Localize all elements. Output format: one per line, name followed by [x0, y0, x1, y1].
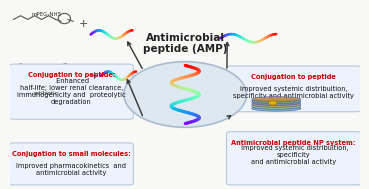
Text: Improved systemic distribuition,
specificity and antimicrobial activity: Improved systemic distribuition, specifi…: [233, 80, 354, 99]
Circle shape: [269, 101, 277, 105]
Text: +: +: [79, 19, 88, 29]
Text: Antimicrobial
peptide (AMP): Antimicrobial peptide (AMP): [143, 33, 227, 54]
Text: +: +: [89, 71, 99, 81]
Ellipse shape: [252, 97, 301, 102]
Text: mPEG-NHS: mPEG-NHS: [31, 12, 61, 17]
Text: Improved pharmacokinetics  and
antimicrobial activity: Improved pharmacokinetics and antimicrob…: [16, 156, 126, 176]
Text: Conjugation to peptide:: Conjugation to peptide:: [28, 72, 115, 78]
Text: Conjugation to peptide: Conjugation to peptide: [251, 74, 336, 80]
FancyBboxPatch shape: [9, 64, 133, 119]
Ellipse shape: [252, 98, 301, 104]
Ellipse shape: [252, 100, 301, 105]
Text: Improved systemic distribuition,
specificity
and antimicrobial activity: Improved systemic distribuition, specifi…: [239, 145, 349, 165]
Ellipse shape: [252, 106, 301, 111]
FancyBboxPatch shape: [9, 143, 133, 185]
Text: Antimicrobial peptide NP system:: Antimicrobial peptide NP system:: [231, 139, 356, 146]
Ellipse shape: [252, 102, 301, 107]
Text: Conjugation to small molecules:: Conjugation to small molecules:: [12, 151, 131, 157]
Ellipse shape: [252, 104, 301, 109]
Text: antibiotic: antibiotic: [32, 91, 58, 96]
Circle shape: [124, 62, 246, 127]
Text: Enhanced
half-life; lower renal clearance,
immunogenicity and  proteolytic
degra: Enhanced half-life; lower renal clearanc…: [17, 78, 126, 105]
FancyBboxPatch shape: [227, 66, 361, 112]
FancyBboxPatch shape: [227, 132, 361, 185]
